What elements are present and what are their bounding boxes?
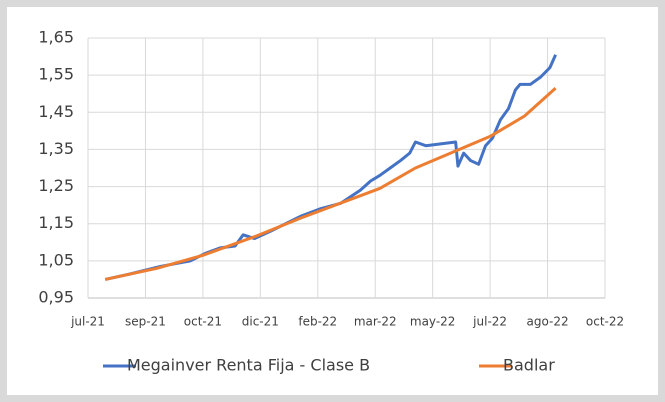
y-tick-label: 0,95: [38, 288, 74, 307]
x-tick-label: dic-21: [242, 315, 279, 329]
x-tick-label: mar-22: [354, 315, 397, 329]
y-tick-label: 1,05: [38, 250, 74, 269]
x-tick-label: oct-22: [586, 315, 624, 329]
x-tick-label: may-22: [410, 315, 456, 329]
series-line: [104, 87, 557, 281]
y-tick-label: 1,55: [38, 65, 74, 84]
y-tick-label: 1,65: [38, 28, 74, 47]
legend-label: Megainver Renta Fija - Clase B: [127, 356, 370, 375]
y-tick-label: 1,25: [38, 176, 74, 195]
y-tick-label: 1,35: [38, 139, 74, 158]
x-tick-label: jul-21: [70, 315, 105, 329]
y-tick-label: 1,15: [38, 213, 74, 232]
legend-label: Badlar: [503, 356, 555, 375]
chart-area: [7, 7, 658, 395]
x-tick-label: feb-22: [298, 315, 337, 329]
x-tick-label: jul-22: [472, 315, 507, 329]
x-tick-label: sep-21: [125, 315, 166, 329]
x-tick-label: oct-21: [184, 315, 222, 329]
series-line: [104, 54, 557, 281]
y-tick-label: 1,45: [38, 102, 74, 121]
x-tick-label: ago-22: [526, 315, 568, 329]
